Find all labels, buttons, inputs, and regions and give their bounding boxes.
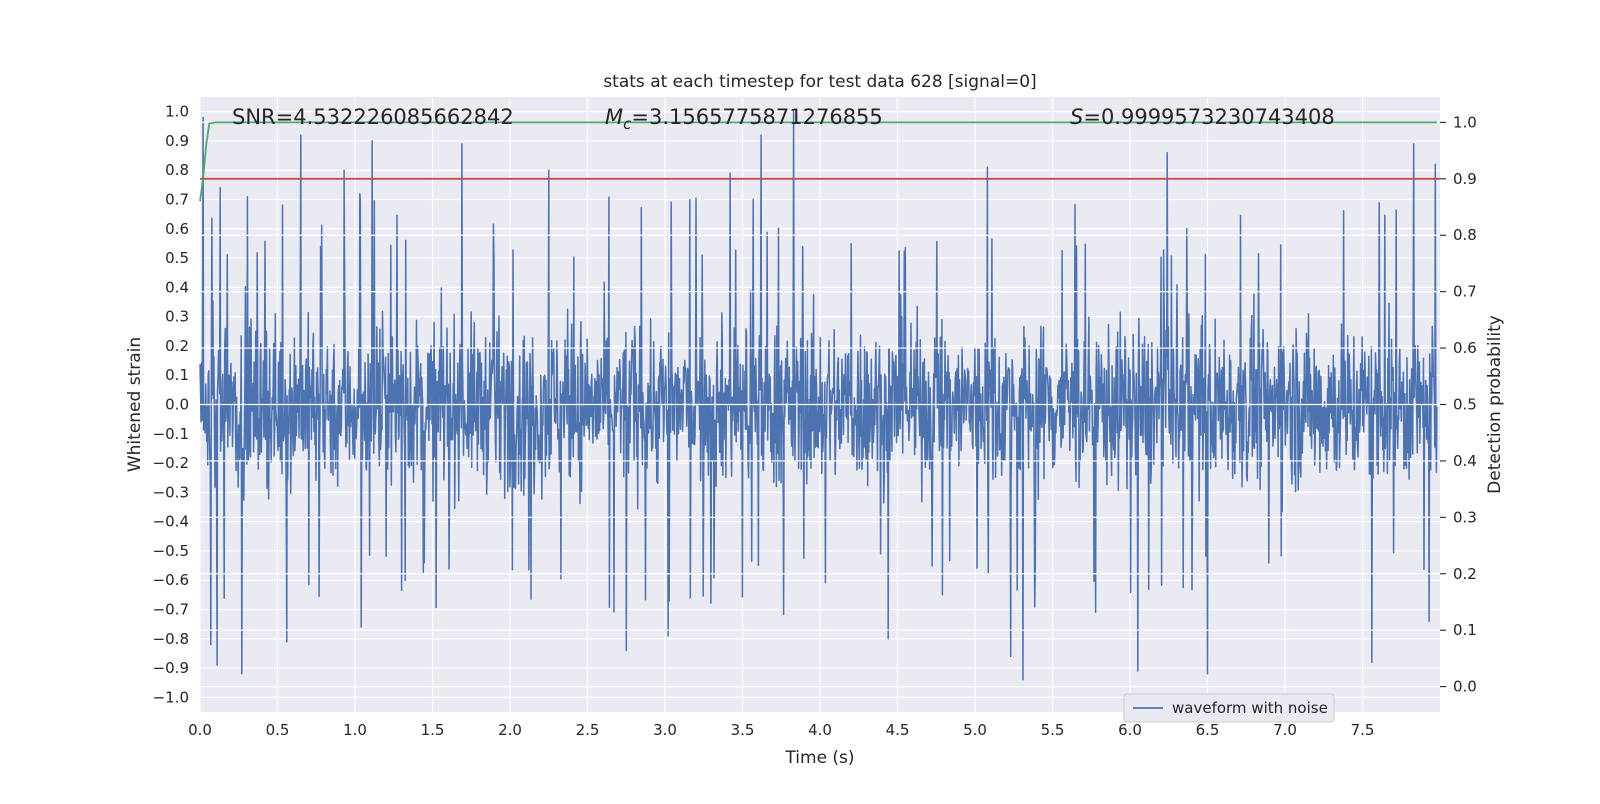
y-right-tick-label: 0.0 xyxy=(1453,678,1477,696)
x-tick-label: 2.0 xyxy=(498,721,522,739)
x-tick-label: 1.5 xyxy=(421,721,445,739)
y-right-tick-label: 0.7 xyxy=(1453,283,1477,301)
y-right-tick-label: 0.9 xyxy=(1453,170,1477,188)
y-left-tick-label: 0.9 xyxy=(165,132,189,150)
legend-label-waveform: waveform with noise xyxy=(1172,699,1328,717)
plot-area xyxy=(199,110,1440,688)
y-left-tick-label: −0.9 xyxy=(153,659,189,677)
chirp-mass-value: =3.1565775871276855 xyxy=(631,105,882,129)
y-left-tick-label: 0.4 xyxy=(165,278,189,296)
x-tick-label: 4.5 xyxy=(886,721,910,739)
y-left-tick-label: 0.5 xyxy=(165,249,189,267)
y-left-tick-label: 0.0 xyxy=(165,396,189,414)
x-tick-label: 5.5 xyxy=(1041,721,1065,739)
x-tick-label: 0.0 xyxy=(188,721,212,739)
chirp-mass-symbol: M xyxy=(605,105,623,129)
y-axis-label-right: Detection probability xyxy=(1485,315,1505,494)
x-tick-label: 6.0 xyxy=(1118,721,1142,739)
y-right-tick-label: 0.1 xyxy=(1453,621,1477,639)
y-left-tick-label: −0.3 xyxy=(153,483,189,501)
y-left-tick-label: −0.7 xyxy=(153,601,189,619)
y-left-tick-label: 1.0 xyxy=(165,103,189,121)
y-left-tick-label: −0.5 xyxy=(153,542,189,560)
detection-probability-line xyxy=(199,121,1437,202)
y-left-tick-label: 0.7 xyxy=(165,191,189,209)
y-left-tick-label: −0.6 xyxy=(153,571,189,589)
y-right-tick-label: 0.4 xyxy=(1453,452,1477,470)
s-symbol: S xyxy=(1070,105,1083,129)
x-tick-label: 7.0 xyxy=(1273,721,1297,739)
y-left-tick-label: 0.8 xyxy=(165,161,189,179)
chart-title: stats at each timestep for test data 628… xyxy=(603,72,1036,92)
y-right-tick-label: 0.3 xyxy=(1453,508,1477,526)
x-tick-label: 1.0 xyxy=(343,721,367,739)
x-tick-label: 6.5 xyxy=(1196,721,1220,739)
legend: waveform with noise xyxy=(1123,693,1335,723)
x-tick-label: 5.0 xyxy=(963,721,987,739)
x-tick-label: 0.5 xyxy=(266,721,290,739)
snr-annotation: SNR=4.532226085662842 xyxy=(232,105,514,129)
y-left-tick-label: −0.8 xyxy=(153,630,189,648)
y-left-tick-label: 0.3 xyxy=(165,308,189,326)
x-axis-label: Time (s) xyxy=(784,748,854,768)
legend-box xyxy=(1123,693,1335,723)
y-left-tick-label: 0.6 xyxy=(165,220,189,238)
y-axis-label-left: Whitened strain xyxy=(125,337,145,472)
y-left-tick-label: 0.2 xyxy=(165,337,189,355)
y-right-tick-label: 0.8 xyxy=(1453,226,1477,244)
y-left-tick-label: 0.1 xyxy=(165,366,189,384)
x-tick-label: 3.5 xyxy=(731,721,755,739)
chirp-mass-annotation: Mc=3.1565775871276855 xyxy=(605,105,883,133)
x-tick-label: 3.0 xyxy=(653,721,677,739)
y-left-tick-label: −0.4 xyxy=(153,513,189,531)
chirp-mass-subscript: c xyxy=(623,115,632,133)
y-right-tick-label: 0.6 xyxy=(1453,339,1477,357)
x-tick-label: 2.5 xyxy=(576,721,600,739)
axes: 0.0 0.5 1.0 1.5 2.0 2.5 3.0 3.5 4.0 4.5 5.0 5.5 6.0 6… xyxy=(153,103,1477,739)
y-right-tick-label: 0.5 xyxy=(1453,396,1477,414)
x-tick-label: 7.5 xyxy=(1351,721,1375,739)
y-left-tick-label: −0.2 xyxy=(153,454,189,472)
y-right-tick-label: 0.2 xyxy=(1453,565,1477,583)
waveform-with-noise-line xyxy=(199,110,1438,681)
s-value: =0.9999573230743408 xyxy=(1083,105,1334,129)
y-right-tick-label: 1.0 xyxy=(1453,113,1477,131)
x-tick-label: 4.0 xyxy=(808,721,832,739)
s-annotation: S=0.9999573230743408 xyxy=(1070,105,1335,129)
y-left-tick-label: −0.1 xyxy=(153,425,189,443)
y-left-tick-label: −1.0 xyxy=(153,688,189,706)
